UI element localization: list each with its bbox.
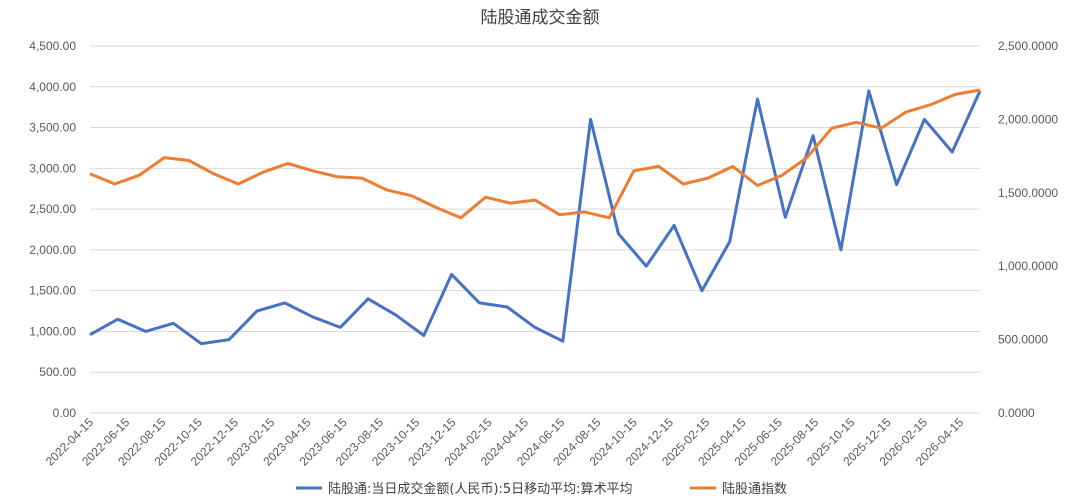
right-tick-label: 2,500.0000	[998, 39, 1058, 53]
series-line-index	[89, 88, 981, 220]
plot-area	[89, 88, 982, 346]
left-tick-label: 500.00	[39, 365, 76, 379]
left-tick-label: 1,000.00	[29, 324, 76, 338]
left-tick-label: 2,500.00	[29, 202, 76, 216]
right-axis: 0.0000 500.0000 1,000.0000 1,500.0000 2,000.…	[998, 39, 1058, 420]
right-tick-label: 0.0000	[998, 406, 1035, 420]
right-tick-label: 1,000.0000	[998, 259, 1058, 273]
left-tick-label: 2,000.00	[29, 243, 76, 257]
x-axis: 2022-04-152022-06-152022-08-152022-10-15…	[43, 415, 967, 469]
right-tick-label: 500.0000	[998, 333, 1048, 347]
series-line-turnover	[89, 89, 982, 346]
legend-label-index: 陆股通指数	[722, 481, 787, 497]
left-tick-label: 3,000.00	[29, 161, 76, 175]
right-tick-label: 2,000.0000	[998, 112, 1058, 126]
left-tick-label: 4,000.00	[29, 80, 76, 94]
left-axis: 0.00 500.00 1,000.00 1,500.00 2,000.00 2,500.…	[29, 39, 76, 420]
grid-lines	[90, 45, 980, 414]
left-tick-label: 4,500.00	[29, 39, 76, 53]
left-tick-label: 3,500.00	[29, 121, 76, 135]
legend-label-turnover: 陆股通:当日成交金额(人民币):5日移动平均:算术平均	[328, 481, 633, 497]
left-tick-label: 0.00	[53, 406, 77, 420]
legend: 陆股通:当日成交金额(人民币):5日移动平均:算术平均 陆股通指数	[296, 481, 787, 497]
right-tick-label: 1,500.0000	[998, 186, 1058, 200]
left-tick-label: 1,500.00	[29, 284, 76, 298]
chart-title: 陆股通成交金额	[481, 8, 600, 28]
